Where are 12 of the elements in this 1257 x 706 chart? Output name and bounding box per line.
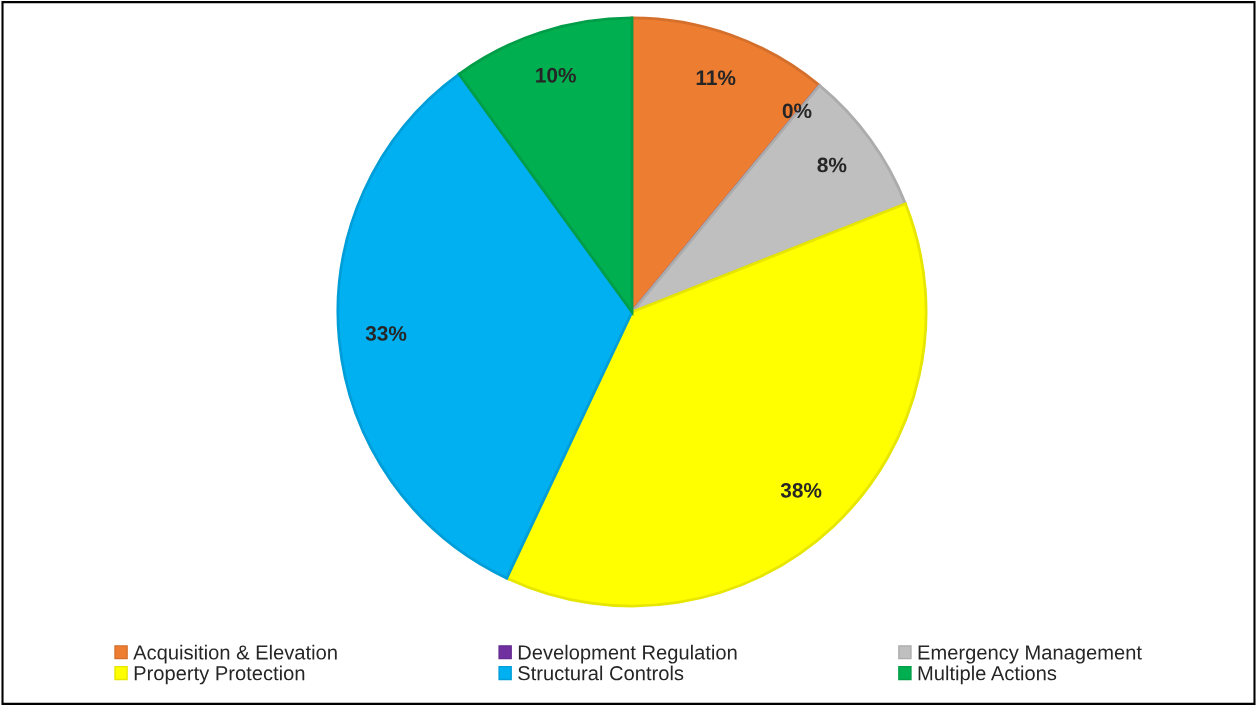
data-label: 8%: [817, 157, 847, 173]
legend-label: Property Protection: [134, 665, 305, 685]
legend-label: Acquisition & Elevation: [133, 644, 337, 664]
data-label: 10%: [536, 67, 576, 83]
legend-label: Structural Controls: [518, 665, 684, 681]
pie-slice: [505, 202, 928, 608]
legend-label: Development Regulation: [518, 644, 737, 664]
legend-label: Multiple Actions: [918, 665, 1057, 685]
data-label: 11%: [696, 70, 736, 86]
legend-label: Emergency Management: [918, 645, 1142, 664]
data-label: 33%: [365, 326, 407, 341]
data-label: 38%: [780, 482, 822, 498]
